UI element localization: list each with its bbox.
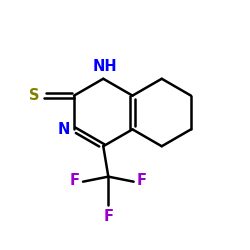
Text: S: S — [29, 88, 39, 103]
Text: NH: NH — [92, 59, 117, 74]
Text: F: F — [103, 209, 113, 224]
Text: N: N — [58, 122, 70, 137]
Text: F: F — [137, 173, 147, 188]
Text: F: F — [70, 173, 80, 188]
